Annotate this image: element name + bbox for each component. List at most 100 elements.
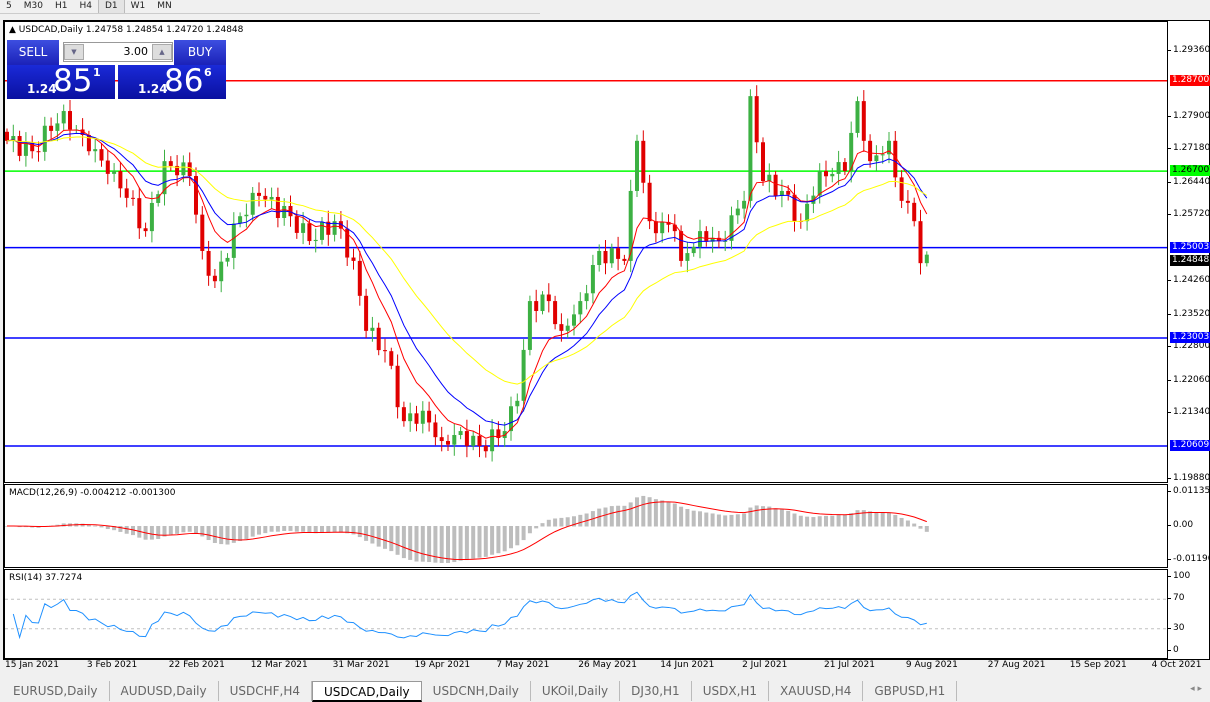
bear-candle: [861, 101, 866, 141]
price-tick-label: 1.29360: [1166, 45, 1210, 55]
tab-ukoil-daily[interactable]: UKOil,Daily: [531, 681, 621, 701]
bear-candle: [666, 221, 671, 225]
bear-candle: [168, 161, 173, 166]
tab-gbpusd-h1[interactable]: GBPUSD,H1: [863, 681, 958, 701]
bear-candle: [704, 231, 709, 242]
bull-candle: [471, 435, 476, 446]
bull-candle: [710, 237, 715, 242]
macd-histogram-bar: [112, 526, 117, 531]
bear-candle: [842, 162, 847, 172]
macd-histogram-bar: [345, 526, 350, 534]
buy-button[interactable]: BUY: [174, 40, 226, 65]
timeframe-mn[interactable]: MN: [157, 1, 172, 11]
macd-histogram-bar: [206, 526, 211, 541]
lot-size-input[interactable]: ▼ 3.00 ▲: [63, 42, 173, 62]
tab-usdcnh-daily[interactable]: USDCNH,Daily: [422, 681, 531, 701]
bull-candle: [805, 203, 810, 222]
chart-window: ▲ USDCAD,Daily 1.24758 1.24854 1.24720 1…: [3, 20, 1210, 670]
bull-candle: [830, 173, 835, 177]
sell-price[interactable]: 1.24 85 1: [7, 63, 115, 99]
macd-histogram-bar: [521, 526, 526, 541]
macd-histogram-bar: [307, 526, 312, 533]
date-tick-label: 27 Aug 2021: [987, 660, 1046, 670]
timeframe-5[interactable]: 5: [6, 1, 12, 11]
bear-candle: [86, 134, 91, 152]
bull-candle: [93, 149, 98, 152]
macd-histogram-bar: [269, 526, 274, 532]
bear-candle: [307, 223, 312, 242]
bull-candle: [452, 435, 457, 445]
tab-eurusd-daily[interactable]: EURUSD,Daily: [2, 681, 110, 701]
macd-histogram-bar: [553, 518, 558, 527]
buy-price-pips: 86: [164, 63, 204, 99]
timeframe-m30[interactable]: M30: [23, 1, 43, 11]
macd-histogram-bar: [212, 526, 217, 543]
macd-histogram-bar: [653, 499, 658, 527]
bull-candle: [231, 223, 236, 258]
bull-candle: [502, 431, 507, 439]
macd-tick-label: 0.01135: [1166, 486, 1210, 496]
macd-histogram-bar: [464, 526, 469, 561]
tab-usdcad-daily[interactable]: USDCAD,Daily: [312, 681, 422, 702]
date-tick-label: 4 Oct 2021: [1151, 660, 1202, 670]
date-tick-label: 7 May 2021: [496, 660, 550, 670]
macd-panel[interactable]: MACD(12,26,9) -0.004212 -0.001300: [4, 484, 1168, 568]
macd-histogram-bar: [565, 517, 570, 527]
macd-histogram-bar: [338, 526, 343, 532]
bull-candle: [509, 406, 513, 432]
tab-usdx-h1[interactable]: USDX,H1: [692, 681, 770, 701]
macd-histogram-bar: [842, 514, 847, 527]
macd-histogram-bar: [874, 512, 879, 527]
macd-histogram-bar: [452, 526, 457, 563]
tab-scroll-arrows[interactable]: ◂ ▸: [1190, 684, 1202, 694]
buy-price[interactable]: 1.24 86 6: [118, 63, 226, 99]
bear-candle: [899, 177, 904, 201]
bull-candle: [55, 123, 60, 131]
date-tick-label: 26 May 2021: [578, 660, 637, 670]
tab-xauusd-h4[interactable]: XAUUSD,H4: [769, 681, 864, 701]
macd-histogram-bar: [817, 516, 822, 527]
macd-histogram-bar: [357, 526, 362, 538]
rsi-panel[interactable]: RSI(14) 37.7274: [4, 569, 1168, 659]
macd-histogram-bar: [244, 526, 249, 540]
bull-candle: [244, 214, 249, 217]
sell-button[interactable]: SELL: [7, 40, 59, 65]
bull-candle: [23, 142, 28, 156]
bull-candle: [181, 162, 186, 176]
macd-histogram-bar: [660, 500, 665, 527]
macd-histogram-bar: [313, 526, 318, 534]
date-tick-label: 15 Sep 2021: [1069, 660, 1127, 670]
macd-histogram-bar: [635, 497, 639, 527]
macd-histogram-bar: [187, 526, 192, 532]
bear-candle: [351, 257, 356, 261]
tab-usdchf-h4[interactable]: USDCHF,H4: [219, 681, 313, 701]
bear-candle: [68, 111, 72, 130]
bull-candle: [225, 257, 230, 262]
tab-dj30-h1[interactable]: DJ30,H1: [620, 681, 692, 701]
timeframe-h4[interactable]: H4: [79, 1, 92, 11]
macd-histogram-bar: [698, 511, 702, 527]
timeframe-w1[interactable]: W1: [130, 1, 146, 11]
macd-histogram-bar: [647, 497, 652, 527]
bear-candle: [553, 301, 558, 325]
bull-candle: [301, 223, 306, 233]
timeframe-d1[interactable]: D1: [97, 0, 125, 13]
bull-candle: [748, 96, 753, 201]
tab-audusd-daily[interactable]: AUDUSD,Daily: [110, 681, 219, 701]
macd-histogram-bar: [275, 526, 280, 532]
macd-histogram-bar: [490, 526, 495, 555]
price-tick-label: 1.22060: [1166, 374, 1210, 385]
bear-candle: [257, 192, 261, 196]
timeframe-h1[interactable]: H1: [54, 1, 68, 11]
macd-histogram-bar: [80, 523, 85, 527]
bull-candle: [597, 250, 602, 266]
macd-histogram-bar: [685, 509, 690, 527]
increase-lots-icon[interactable]: ▲: [152, 44, 172, 60]
buy-price-fraction: 6: [204, 66, 212, 79]
macd-histogram-bar: [61, 523, 66, 527]
macd-histogram-bar: [370, 526, 375, 544]
price-axis[interactable]: 1.29360 1.27900 1.27180 1.26440 1.25720 1.242…: [1166, 21, 1210, 483]
decrease-lots-icon[interactable]: ▼: [64, 44, 84, 60]
bull-candle: [698, 231, 702, 247]
macd-histogram-bar: [924, 526, 929, 532]
